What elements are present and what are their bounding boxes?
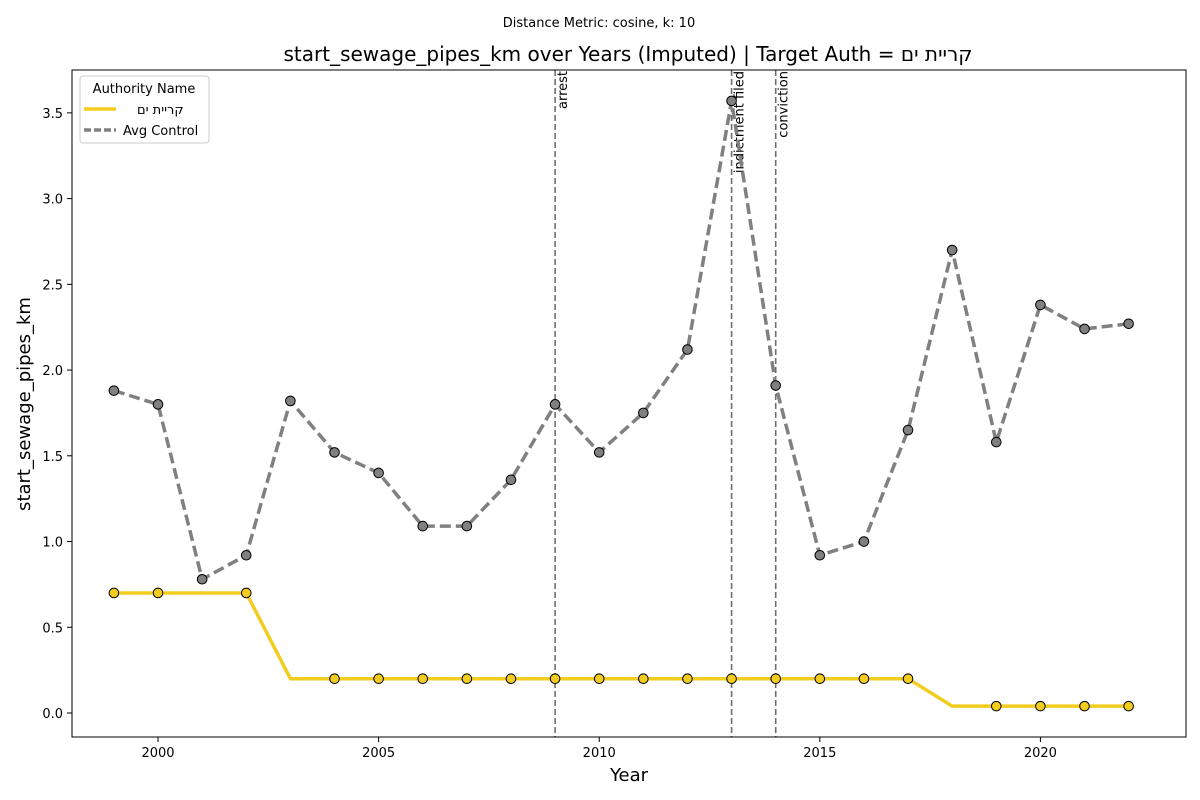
series-1-point-2022 bbox=[1123, 318, 1134, 330]
x-tick-label-2005: 2005 bbox=[362, 746, 395, 761]
event-label-0: arrest bbox=[556, 71, 571, 109]
y-tick-label-4: 2.0 bbox=[42, 364, 63, 379]
series-1-point-2006 bbox=[417, 520, 429, 532]
event-label-2: conviction bbox=[777, 71, 792, 138]
series-0-point-2011 bbox=[638, 673, 649, 685]
legend-entry-control: Avg Control bbox=[123, 124, 198, 139]
series-0-point-2005 bbox=[373, 673, 384, 685]
event-markers: arrest indictment filed conviction bbox=[554, 70, 792, 737]
y-axis: 0.0 0.5 1.0 1.5 2.0 2.5 3.0 3.5 bbox=[42, 107, 72, 722]
series-1-point-2010 bbox=[593, 447, 605, 458]
series-1-point-2016 bbox=[858, 536, 870, 547]
y-tick-label-0: 0.0 bbox=[42, 707, 63, 722]
series-1-point-2017 bbox=[902, 424, 914, 436]
series-0-point-2010 bbox=[593, 673, 605, 685]
series-0-point-2000 bbox=[152, 587, 164, 599]
series-0-point-2008 bbox=[505, 673, 517, 685]
series-1-point-2013 bbox=[726, 95, 737, 107]
series-0-point-2014 bbox=[770, 673, 781, 685]
series-0-point-2006 bbox=[417, 673, 429, 685]
series-1-point-2005 bbox=[373, 467, 384, 479]
series-1-point-2009 bbox=[549, 399, 561, 410]
series-1-point-2019 bbox=[990, 436, 1002, 448]
series-0-point-2007 bbox=[461, 673, 473, 685]
chart-title: start_sewage_pipes_km over Years (Impute… bbox=[284, 42, 973, 66]
legend: Authority Name קריית ים Avg Control bbox=[79, 75, 210, 144]
y-tick-label-7: 3.5 bbox=[42, 107, 63, 122]
y-tick-label-5: 2.5 bbox=[42, 278, 63, 293]
series-1-point-2020 bbox=[1035, 299, 1046, 311]
series-1-point-2001 bbox=[196, 573, 208, 585]
series-0-point-2019 bbox=[990, 700, 1002, 712]
series-line-0 bbox=[113, 591, 1129, 708]
legend-title: Authority Name bbox=[93, 82, 196, 97]
legend-box bbox=[79, 75, 210, 144]
series-0-point-2013 bbox=[726, 673, 737, 685]
series-1-point-2015 bbox=[814, 549, 826, 561]
x-axis-label: Year bbox=[609, 765, 649, 786]
series-0-point-2022 bbox=[1123, 700, 1134, 712]
series-0-point-2012 bbox=[682, 673, 693, 685]
series-1-point-2011 bbox=[638, 407, 649, 419]
x-axis: 2000 2005 2010 2015 2020 bbox=[141, 737, 1057, 761]
series-0-point-2004 bbox=[329, 673, 340, 685]
y-tick-label-1: 0.5 bbox=[42, 621, 63, 636]
series-0-point-2021 bbox=[1079, 700, 1090, 712]
y-tick-label-2: 1.0 bbox=[42, 536, 63, 551]
y-tick-label-3: 1.5 bbox=[42, 450, 63, 465]
series-1-point-2021 bbox=[1079, 323, 1090, 335]
series-0-point-2020 bbox=[1035, 700, 1046, 712]
series-1-point-2018 bbox=[946, 244, 958, 256]
series-0-point-1999 bbox=[108, 587, 120, 599]
plot-frame bbox=[71, 69, 1187, 738]
chart-suptitle: Distance Metric: cosine, k: 10 bbox=[503, 16, 695, 31]
series-1-point-2000 bbox=[152, 399, 164, 410]
x-tick-label-2000: 2000 bbox=[141, 746, 174, 761]
y-axis-label: start_sewage_pipes_km bbox=[14, 297, 35, 511]
series-0-point-2015 bbox=[814, 673, 826, 685]
series-1-point-2014 bbox=[770, 380, 781, 391]
series-1-point-2007 bbox=[461, 520, 473, 532]
series-1-point-2003 bbox=[285, 395, 296, 407]
series-0-point-2009 bbox=[549, 673, 561, 685]
event-label-1: indictment filed bbox=[733, 71, 748, 173]
x-tick-label-2015: 2015 bbox=[803, 746, 836, 761]
series-line-1 bbox=[113, 99, 1129, 582]
series-1-point-2004 bbox=[329, 447, 340, 458]
series-1-point-2002 bbox=[240, 549, 252, 561]
series-0-point-2017 bbox=[902, 673, 914, 685]
series-1-point-1999 bbox=[108, 385, 120, 396]
series-1-point-2008 bbox=[505, 474, 517, 486]
series-0-point-2002 bbox=[240, 587, 252, 599]
y-tick-label-6: 3.0 bbox=[42, 193, 63, 208]
series-0-point-2016 bbox=[858, 673, 870, 685]
series-layer bbox=[108, 95, 1134, 712]
series-1-point-2012 bbox=[682, 344, 693, 355]
x-tick-label-2010: 2010 bbox=[583, 746, 616, 761]
x-tick-label-2020: 2020 bbox=[1024, 746, 1057, 761]
legend-entry-target: קריית ים bbox=[137, 103, 184, 118]
